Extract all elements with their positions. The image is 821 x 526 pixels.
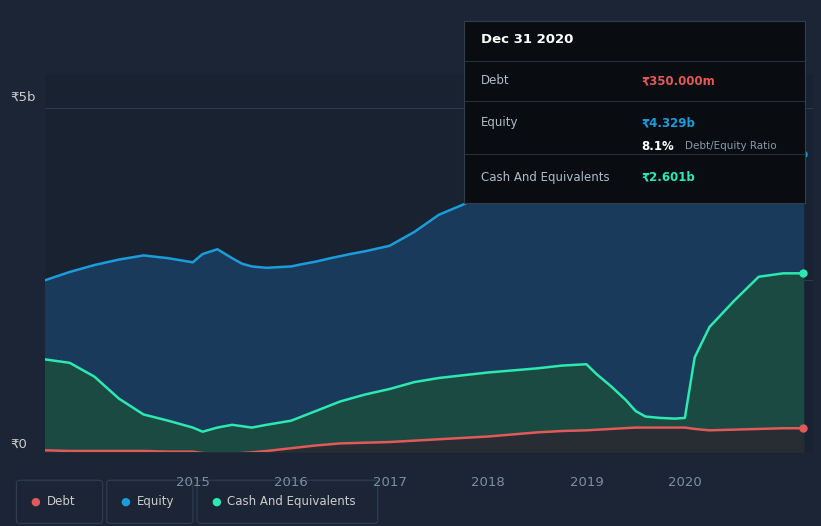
- Text: ●: ●: [211, 497, 221, 507]
- Text: 2018: 2018: [471, 476, 505, 489]
- Text: 2020: 2020: [668, 476, 702, 489]
- Text: ₹5b: ₹5b: [10, 91, 35, 104]
- Text: 2019: 2019: [570, 476, 603, 489]
- Text: Equity: Equity: [137, 495, 175, 508]
- Text: Debt: Debt: [481, 74, 510, 87]
- Text: ₹4.329b: ₹4.329b: [641, 116, 695, 129]
- Text: 2017: 2017: [373, 476, 406, 489]
- Text: ₹0: ₹0: [10, 438, 27, 451]
- Text: Equity: Equity: [481, 116, 518, 129]
- Text: Debt: Debt: [47, 495, 76, 508]
- Text: 2015: 2015: [176, 476, 209, 489]
- Text: ●: ●: [121, 497, 131, 507]
- Text: ₹2.601b: ₹2.601b: [641, 170, 695, 184]
- Text: Debt/Equity Ratio: Debt/Equity Ratio: [686, 141, 777, 151]
- Text: 8.1%: 8.1%: [641, 140, 674, 153]
- Text: Cash And Equivalents: Cash And Equivalents: [481, 170, 609, 184]
- Text: Cash And Equivalents: Cash And Equivalents: [227, 495, 356, 508]
- Text: ●: ●: [30, 497, 40, 507]
- Text: 2016: 2016: [274, 476, 308, 489]
- Text: ₹350.000m: ₹350.000m: [641, 74, 715, 87]
- Text: Dec 31 2020: Dec 31 2020: [481, 33, 573, 46]
